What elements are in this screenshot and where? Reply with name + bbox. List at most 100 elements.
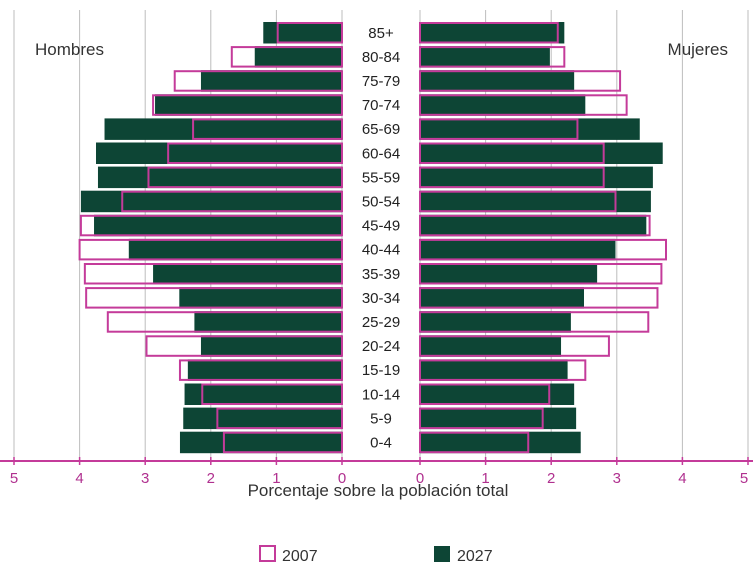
side-label-right: Mujeres: [668, 40, 728, 59]
bar-2007-men-0-4: [222, 431, 343, 454]
tick-label-right-3: 3: [613, 470, 621, 487]
bar-2027-women-75-79: [420, 70, 575, 92]
bar-2027-men-25-29: [194, 311, 342, 333]
tick-label-right-1: 1: [481, 470, 489, 487]
axes: 5 4 3 2 1 0 0 1 2 3 4 5: [0, 457, 753, 487]
age-label-85+: 85+: [368, 25, 394, 42]
bar-2007-women-70-74: [419, 94, 628, 116]
bar-2007-women-5-9: [419, 407, 544, 430]
bar-2007-men-80-84: [230, 46, 344, 68]
bar-2027-women-85+: [420, 22, 565, 44]
bar-2027-women-15-19: [420, 359, 568, 381]
legend-label-2027: 2027: [457, 548, 493, 565]
bar-2027-men-15-19: [187, 359, 342, 381]
bar-2027-men-45-49: [94, 214, 342, 237]
tick-label-left-2: 2: [207, 470, 215, 487]
bar-2007-men-85+: [276, 22, 344, 44]
bar-2027-women-20-24: [420, 335, 562, 357]
bar-2027-women-70-74: [420, 94, 586, 116]
bar-2007-women-55-59: [419, 166, 605, 189]
bar-2007-women-60-64: [419, 142, 605, 164]
bar-2027-men-55-59: [97, 166, 342, 189]
tick-label-left-4: 4: [75, 470, 83, 487]
age-label-15-19: 15-19: [362, 362, 400, 379]
age-label-65-69: 65-69: [362, 121, 400, 138]
bar-2007-women-10-14: [419, 383, 551, 405]
bar-2027-men-50-54: [80, 190, 343, 213]
side-label-left: Hombres: [35, 40, 104, 59]
age-label-35-39: 35-39: [362, 266, 400, 283]
bar-2007-women-80-84: [419, 46, 566, 68]
age-label-70-74: 70-74: [362, 97, 400, 114]
bar-2007-men-60-64: [167, 142, 343, 164]
bar-2007-men-75-79: [173, 70, 343, 92]
bar-2007-women-75-79: [419, 70, 622, 92]
bar-2027-women-50-54: [420, 190, 651, 213]
legend-swatch-2027: [434, 546, 450, 562]
bar-2007-men-55-59: [147, 166, 343, 189]
tick-label-left-1: 1: [272, 470, 280, 487]
bar-2007-women-65-69: [419, 118, 579, 140]
age-label-0-4: 0-4: [370, 434, 392, 451]
bar-2007-men-25-29: [106, 311, 343, 333]
bar-2007-men-30-34: [85, 287, 343, 309]
bar-2007-men-20-24: [145, 335, 343, 357]
bar-2027-men-40-44: [128, 238, 342, 261]
bar-2007-men-40-44: [78, 238, 343, 261]
bar-2027-women-40-44: [420, 238, 616, 261]
bar-2027-women-5-9: [420, 407, 577, 430]
bar-2027-men-85+: [263, 22, 342, 44]
bar-2007-women-30-34: [419, 287, 659, 309]
age-label-50-54: 50-54: [362, 193, 400, 210]
bar-2007-women-15-19: [419, 359, 587, 381]
age-label-25-29: 25-29: [362, 314, 400, 331]
bar-2007-men-10-14: [201, 383, 343, 405]
legend-label-2007: 2007: [282, 548, 318, 565]
bar-2007-men-65-69: [192, 118, 343, 140]
legend-swatch-2007: [259, 545, 276, 562]
bar-2007-women-45-49: [419, 214, 651, 237]
tick-label-right-4: 4: [678, 470, 686, 487]
bar-2007-women-25-29: [419, 311, 650, 333]
tick-label-left-3: 3: [141, 470, 149, 487]
age-label-20-24: 20-24: [362, 338, 400, 355]
bar-2027-men-10-14: [184, 383, 342, 405]
bar-2007-women-0-4: [419, 431, 530, 454]
bar-2027-men-75-79: [200, 70, 342, 92]
x-axis-label: Porcentaje sobre la población total: [248, 481, 509, 500]
bar-2027-men-5-9: [183, 407, 342, 430]
tick-label-right-0: 0: [416, 470, 424, 487]
bar-2027-men-65-69: [104, 118, 342, 140]
bar-2027-men-70-74: [155, 94, 342, 116]
bar-2027-men-30-34: [179, 287, 342, 309]
bar-2007-men-35-39: [83, 263, 344, 285]
bar-2007-women-85+: [419, 22, 559, 44]
bar-2007-men-45-49: [79, 214, 344, 237]
bar-2027-men-60-64: [96, 142, 342, 164]
tick-label-left-5: 5: [10, 470, 18, 487]
bar-2007-men-15-19: [178, 359, 343, 381]
bar-2027-women-80-84: [420, 46, 550, 68]
age-labels: 85+ 80-84 75-79 70-74 65-69 60-64 55-59 50-54 45…: [362, 25, 400, 452]
tick-label-right-5: 5: [740, 470, 748, 487]
age-label-80-84: 80-84: [362, 49, 400, 66]
age-label-40-44: 40-44: [362, 242, 400, 259]
bar-2007-women-50-54: [419, 190, 617, 213]
bar-2027-men-35-39: [153, 263, 342, 285]
age-label-30-34: 30-34: [362, 290, 400, 307]
bar-2007-women-40-44: [419, 238, 667, 261]
tick-label-left-0: 0: [338, 470, 346, 487]
bar-2027-women-35-39: [420, 263, 598, 285]
bar-2027-women-25-29: [420, 311, 571, 333]
bar-2027-women-10-14: [420, 383, 575, 405]
bar-2027-women-60-64: [420, 142, 663, 164]
bars: [78, 22, 667, 454]
age-label-45-49: 45-49: [362, 218, 400, 235]
bar-2027-men-0-4: [179, 431, 342, 454]
bar-2027-women-30-34: [420, 287, 584, 309]
age-label-55-59: 55-59: [362, 169, 400, 186]
bar-2007-men-70-74: [152, 94, 343, 116]
age-label-75-79: 75-79: [362, 73, 400, 90]
bar-2027-men-80-84: [254, 46, 342, 68]
